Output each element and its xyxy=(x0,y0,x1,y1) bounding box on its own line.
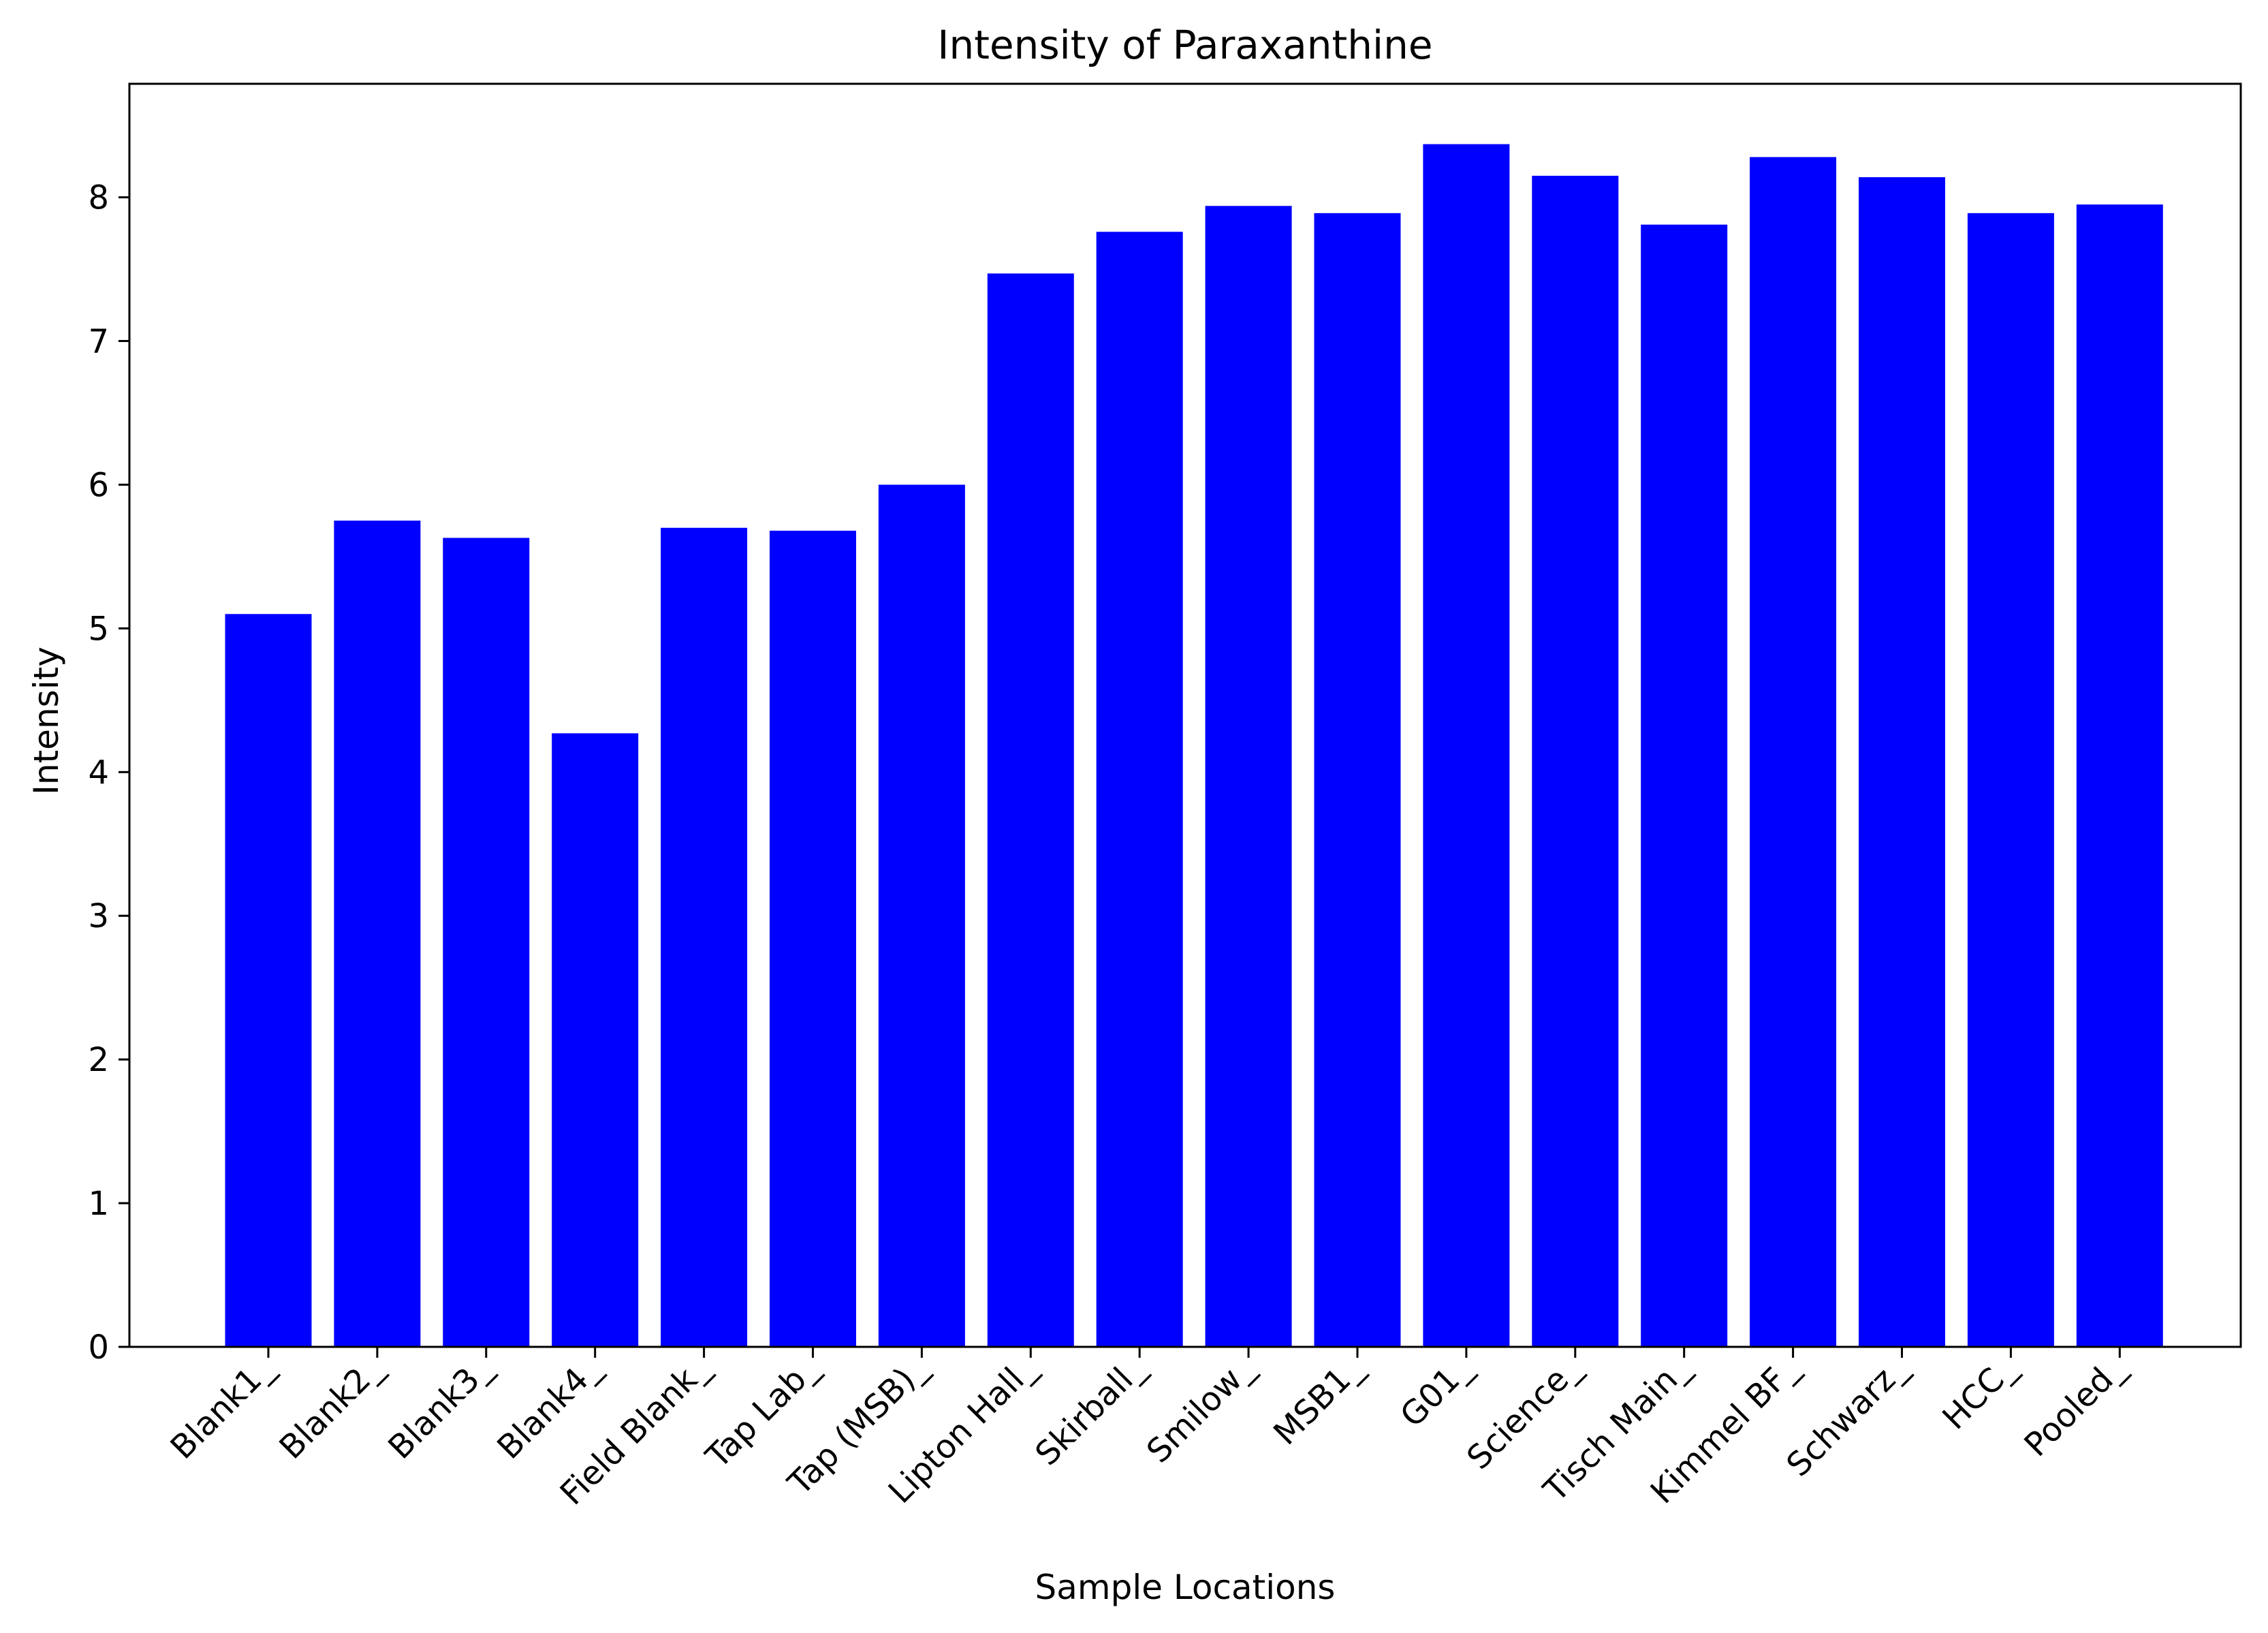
bar-8 xyxy=(987,273,1074,1347)
x-tick-label: HCC_ xyxy=(1935,1348,2023,1437)
x-tick-label: MSB1_ xyxy=(1266,1348,1370,1452)
bar-15 xyxy=(1750,157,1837,1348)
x-tick-label: Skirball_ xyxy=(1028,1348,1152,1473)
y-axis-label: Intensity xyxy=(27,647,66,795)
x-axis: Blank1_Blank2_Blank3_Blank4_Field Blank_… xyxy=(163,1347,2133,1512)
bar-10 xyxy=(1205,206,1292,1348)
bar-9 xyxy=(1096,232,1183,1347)
bar-2 xyxy=(334,520,421,1347)
bar-5 xyxy=(661,527,748,1347)
bar-3 xyxy=(443,538,530,1347)
bar-18 xyxy=(2076,204,2163,1347)
x-tick-label: Smilow_ xyxy=(1139,1348,1261,1470)
y-tick-label: 5 xyxy=(88,610,109,648)
bar-6 xyxy=(770,530,856,1348)
x-tick-label: Blank2_ xyxy=(272,1348,391,1467)
y-tick-label: 7 xyxy=(88,323,109,361)
bar-1 xyxy=(225,614,312,1348)
y-tick-label: 2 xyxy=(88,1041,109,1079)
y-tick-label: 1 xyxy=(88,1185,109,1223)
x-axis-label: Sample Locations xyxy=(1035,1568,1336,1607)
bar-13 xyxy=(1532,175,1619,1347)
bar-14 xyxy=(1641,224,1728,1347)
x-tick-label: Schwarz_ xyxy=(1779,1348,1915,1484)
y-tick-label: 4 xyxy=(88,753,109,792)
bar-11 xyxy=(1314,213,1401,1347)
plot-frame xyxy=(128,82,2242,1348)
y-axis: 0 1 2 3 4 5 6 7 8 xyxy=(88,179,129,1367)
y-tick-label: 3 xyxy=(88,897,109,935)
bar-17 xyxy=(1967,213,2054,1347)
bar-4 xyxy=(552,733,639,1347)
x-tick-label: G01_ xyxy=(1393,1348,1479,1435)
bar-12 xyxy=(1423,144,1510,1347)
y-tick-label: 0 xyxy=(88,1328,109,1367)
x-tick-label: Blank1_ xyxy=(163,1348,282,1467)
y-tick-label: 8 xyxy=(88,179,109,217)
bar-7 xyxy=(878,484,965,1348)
chart-title: Intensity of Paraxanthine xyxy=(937,22,1432,68)
x-tick-label: Pooled_ xyxy=(2017,1348,2133,1464)
x-tick-label: Blank3_ xyxy=(381,1348,499,1467)
plot-area xyxy=(128,82,2242,1348)
bar-16 xyxy=(1859,177,1945,1347)
y-tick-label: 6 xyxy=(88,466,109,504)
